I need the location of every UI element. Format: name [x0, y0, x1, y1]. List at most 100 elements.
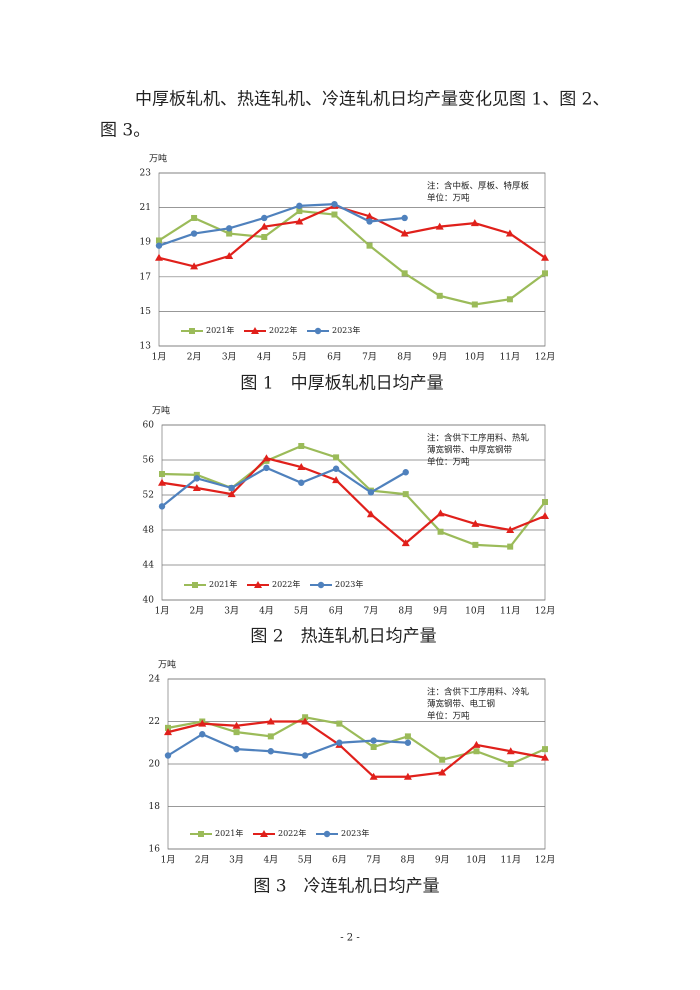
legend-marker	[198, 831, 204, 837]
x-tick-label: 6月	[329, 606, 344, 617]
x-tick-label: 7月	[364, 606, 379, 617]
data-point	[158, 503, 166, 510]
data-point	[435, 222, 444, 230]
series-line	[161, 466, 407, 508]
y-tick-label: 16	[149, 845, 161, 855]
legend-marker	[323, 830, 331, 838]
data-point	[404, 739, 412, 746]
data-point	[332, 465, 340, 472]
data-point	[225, 252, 234, 260]
x-tick-label: 11月	[500, 352, 520, 363]
x-tick-label: 4月	[259, 606, 274, 617]
x-tick-label: 11月	[500, 606, 520, 617]
y-tick-label: 60	[143, 421, 155, 431]
data-point	[542, 746, 548, 753]
data-point	[193, 471, 200, 478]
legend-marker	[251, 327, 259, 334]
data-point	[155, 242, 163, 249]
y-tick-label: 21	[140, 203, 151, 213]
data-point	[542, 270, 548, 277]
y-tick-label: 44	[143, 561, 155, 571]
data-point	[228, 484, 235, 492]
x-tick-label: 10月	[465, 352, 485, 363]
paragraph-line: 图 3。	[100, 121, 150, 141]
data-point	[158, 478, 166, 486]
data-point	[336, 739, 343, 746]
data-point	[301, 752, 309, 759]
y-tick-label: 23	[140, 169, 152, 179]
data-point	[331, 200, 338, 208]
paragraph-line: 中厚板轧机、热连轧机、冷连轧机日均产量变化见图 1、图 2、	[135, 90, 609, 110]
data-point	[301, 717, 310, 725]
x-tick-label: 12月	[535, 352, 555, 363]
y-tick-label: 17	[140, 272, 152, 282]
x-tick-label: 4月	[257, 352, 272, 363]
legend-marker	[254, 581, 262, 588]
data-point	[505, 229, 514, 237]
x-tick-label: 6月	[327, 352, 342, 363]
data-point	[401, 539, 410, 547]
data-point	[436, 509, 445, 517]
chart-note: 单位：万吨	[427, 457, 470, 468]
data-point	[336, 720, 343, 727]
series-line	[158, 209, 546, 306]
data-point	[332, 476, 341, 484]
data-point	[370, 744, 377, 750]
data-point	[232, 721, 241, 729]
data-point	[190, 230, 198, 237]
data-point	[507, 543, 514, 550]
x-tick-label: 2月	[187, 352, 202, 363]
x-tick-label: 10月	[465, 606, 485, 617]
data-point	[164, 728, 172, 736]
data-point	[159, 471, 165, 477]
data-point	[191, 214, 198, 221]
y-tick-label: 19	[140, 238, 152, 248]
y-axis-unit: 万吨	[152, 405, 170, 417]
data-point	[198, 719, 207, 727]
legend-label: 2022年	[272, 579, 300, 589]
legend-marker	[192, 582, 198, 588]
data-point	[193, 475, 201, 482]
data-point	[267, 733, 274, 740]
y-tick-label: 22	[149, 717, 160, 727]
x-tick-label: 10月	[466, 855, 486, 866]
legend-label: 2023年	[341, 828, 369, 838]
data-point	[541, 753, 549, 761]
chart-note: 注：含供下工序用料、热轧	[427, 433, 530, 444]
series-line	[167, 716, 546, 766]
chart-note: 注：含供下工序用料、冷轧	[427, 687, 530, 698]
chart-caption: 图 2 热连轧机日均产量	[250, 627, 436, 647]
data-point	[165, 724, 171, 731]
data-point	[404, 733, 411, 740]
data-point	[401, 270, 408, 277]
data-point	[470, 219, 479, 227]
data-point	[260, 222, 269, 230]
x-tick-label: 5月	[292, 352, 307, 363]
legend-marker	[314, 327, 322, 335]
x-tick-label: 3月	[229, 855, 244, 866]
y-tick-label: 56	[143, 456, 155, 466]
data-point	[506, 526, 515, 533]
legend-label: 2022年	[269, 325, 297, 335]
x-tick-label: 12月	[535, 855, 555, 866]
data-point	[190, 262, 199, 270]
legend-marker	[189, 328, 195, 334]
x-tick-label: 7月	[366, 855, 381, 866]
data-point	[296, 202, 303, 210]
data-point	[507, 761, 514, 767]
chart-note: 单位：万吨	[427, 193, 470, 204]
x-tick-label: 3月	[222, 352, 237, 363]
data-point	[541, 512, 549, 519]
x-tick-label: 3月	[224, 606, 239, 617]
y-tick-label: 13	[140, 342, 152, 352]
data-point	[302, 714, 309, 721]
x-tick-label: 7月	[362, 352, 377, 363]
x-tick-label: 6月	[332, 855, 347, 866]
y-tick-label: 24	[149, 675, 161, 685]
data-point	[226, 230, 233, 237]
legend-label: 2022年	[278, 828, 306, 838]
x-tick-label: 9月	[432, 352, 447, 363]
data-point	[155, 253, 163, 261]
data-point	[262, 454, 271, 462]
